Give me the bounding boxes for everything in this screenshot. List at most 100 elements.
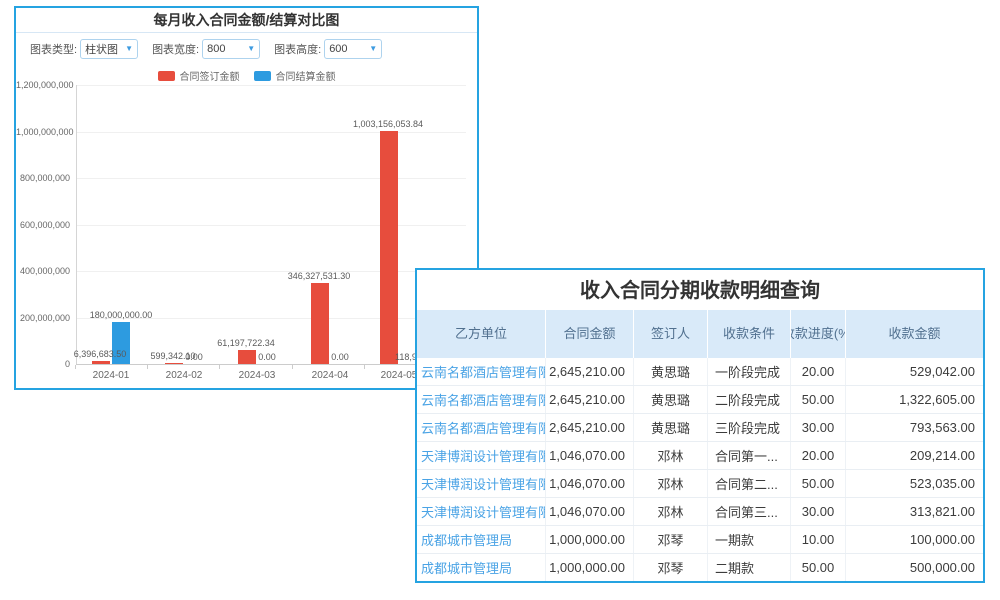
table-cell: 三阶段完成 [708, 414, 791, 441]
table-cell: 二阶段完成 [708, 386, 791, 413]
grid-line [76, 317, 466, 319]
chart-width-group: 图表宽度: 800 ▼ [152, 39, 261, 59]
table-cell: 邓琴 [634, 554, 708, 581]
grid-line [76, 271, 466, 272]
chart-type-group: 图表类型: 柱状图 ▼ [30, 39, 139, 59]
bar-signed-amount[interactable] [380, 131, 398, 364]
x-axis-tick [291, 365, 293, 369]
table-cell: 黄思璐 [634, 358, 708, 385]
bar-chart-plot: 1,200,000,000 1,000,000,000 800,000,000 600… [16, 8, 477, 388]
table-cell: 邓林 [634, 442, 708, 469]
table-cell: 邓琴 [634, 526, 708, 553]
bar-settled-amount[interactable] [112, 322, 130, 364]
company-link[interactable]: 天津博润设计管理有限公 [417, 498, 546, 525]
table-cell: 1,046,070.00 [546, 470, 634, 497]
chart-height-select[interactable]: 600 ▼ [324, 39, 383, 59]
table-cell: 1,046,070.00 [546, 498, 634, 525]
chart-type-select[interactable]: 柱状图 ▼ [80, 39, 139, 59]
x-axis-tick [146, 365, 148, 369]
table-cell: 一期款 [708, 526, 791, 553]
grid-line [76, 131, 466, 133]
bar-value-label: 1,003,156,053.84 [352, 119, 424, 129]
company-link[interactable]: 云南名都酒店管理有限公 [417, 358, 546, 385]
bar-value-label: 0.00 [331, 352, 349, 362]
table-cell: 1,000,000.00 [546, 554, 634, 581]
table-cell: 523,035.00 [909, 476, 975, 491]
y-axis-line [76, 85, 77, 364]
chart-title: 每月收入合同金额/结算对比图 [153, 12, 340, 28]
table-cell: 209,214.00 [909, 448, 975, 463]
x-axis-tick [219, 365, 221, 369]
table-cell: 10.00 [791, 526, 846, 553]
x-axis-label: 2024-02 [165, 370, 203, 381]
chart-width-value: 800 [207, 43, 226, 55]
table-cell: 20.00 [791, 358, 846, 385]
company-link[interactable]: 云南名都酒店管理有限公 [417, 414, 546, 441]
table-cell: 50.00 [791, 470, 846, 497]
x-axis-label: 2024-03 [238, 370, 276, 381]
legend-item[interactable]: 合同签订金额 [157, 68, 240, 83]
x-axis-label: 2024-04 [311, 370, 349, 381]
table-cell: 合同第二... [708, 470, 791, 497]
bar-value-label: 61,197,722.34 [217, 338, 275, 348]
table-cell: 二期款 [708, 554, 791, 581]
table-cell: 邓林 [634, 498, 708, 525]
chart-title-bar: 每月收入合同金额/结算对比图 [16, 8, 477, 33]
table-cell: 313,821.00 [909, 504, 975, 519]
monthly-chart-window: 每月收入合同金额/结算对比图 图表类型: 柱状图 ▼ 图表宽度: 800 ▼ 图… [14, 6, 479, 390]
header-cell: 收款金额 [888, 325, 941, 341]
legend-item[interactable]: 合同结算金额 [253, 68, 336, 83]
table-cell: 合同第一... [708, 442, 791, 469]
detail-table: 乙方单位合同金额签订人收款条件收款进度(%)收款金额 云南名都酒店管理有限公2,… [417, 310, 983, 581]
bar-value-label: 346,327,531.30 [287, 271, 351, 281]
company-link[interactable]: 天津博润设计管理有限公 [417, 470, 546, 497]
legend-label: 合同结算金额 [275, 72, 336, 83]
chart-controls: 图表类型: 柱状图 ▼ 图表宽度: 800 ▼ 图表高度: 600 ▼ [16, 39, 477, 59]
y-axis-label: 400,000,000 [19, 266, 70, 276]
bar-signed-amount[interactable] [311, 283, 329, 364]
table-cell: 793,563.00 [909, 420, 975, 435]
y-axis-label: 800,000,000 [19, 173, 70, 183]
table-title: 收入合同分期收款明细查询 [580, 280, 820, 302]
table-cell: 100,000.00 [909, 532, 975, 547]
company-link[interactable]: 成都城市管理局 [417, 526, 546, 553]
bar-signed-amount[interactable] [238, 350, 256, 364]
header-cell: 乙方单位 [417, 310, 546, 358]
company-link[interactable]: 云南名都酒店管理有限公 [417, 386, 546, 413]
x-axis-label: 2024-01 [92, 370, 130, 381]
chevron-down-icon: ▼ [369, 44, 378, 53]
chart-width-select[interactable]: 800 ▼ [202, 39, 261, 59]
header-cell: 签订人 [634, 310, 708, 358]
table-cell: 1,046,070.00 [546, 442, 634, 469]
chart-height-group: 图表高度: 600 ▼ [274, 39, 383, 59]
chart-height-label: 图表高度: [274, 44, 322, 56]
grid-line [76, 224, 466, 226]
grid-line [76, 85, 466, 86]
chart-type-label: 图表类型: [30, 44, 78, 56]
header-cell: 收款条件 [708, 310, 791, 358]
bar-value-label: 0.00 [258, 352, 276, 362]
table-cell: 2,645,210.00 [546, 386, 634, 413]
table-cell: 2,645,210.00 [546, 358, 634, 385]
y-axis-label: 600,000,000 [19, 219, 70, 230]
x-axis-tick [364, 365, 366, 369]
bar-signed-amount[interactable] [92, 361, 110, 364]
company-link[interactable]: 成都城市管理局 [417, 554, 546, 581]
bar-signed-amount[interactable] [165, 363, 183, 364]
table-cell: 529,042.00 [909, 364, 975, 379]
legend-label: 合同签订金额 [179, 72, 240, 83]
table-cell: 黄思璐 [634, 414, 708, 441]
company-link[interactable]: 天津博润设计管理有限公 [417, 442, 546, 469]
table-cell: 黄思璐 [634, 386, 708, 413]
table-cell: 20.00 [791, 442, 846, 469]
chart-width-label: 图表宽度: [152, 44, 200, 56]
chart-legend: 合同签订金额 合同结算金额 [16, 68, 477, 83]
grid-line [76, 364, 466, 365]
table-cell: 1,000,000.00 [546, 526, 634, 553]
table-cell: 50.00 [791, 554, 846, 581]
table-cell: 合同第三... [708, 498, 791, 525]
